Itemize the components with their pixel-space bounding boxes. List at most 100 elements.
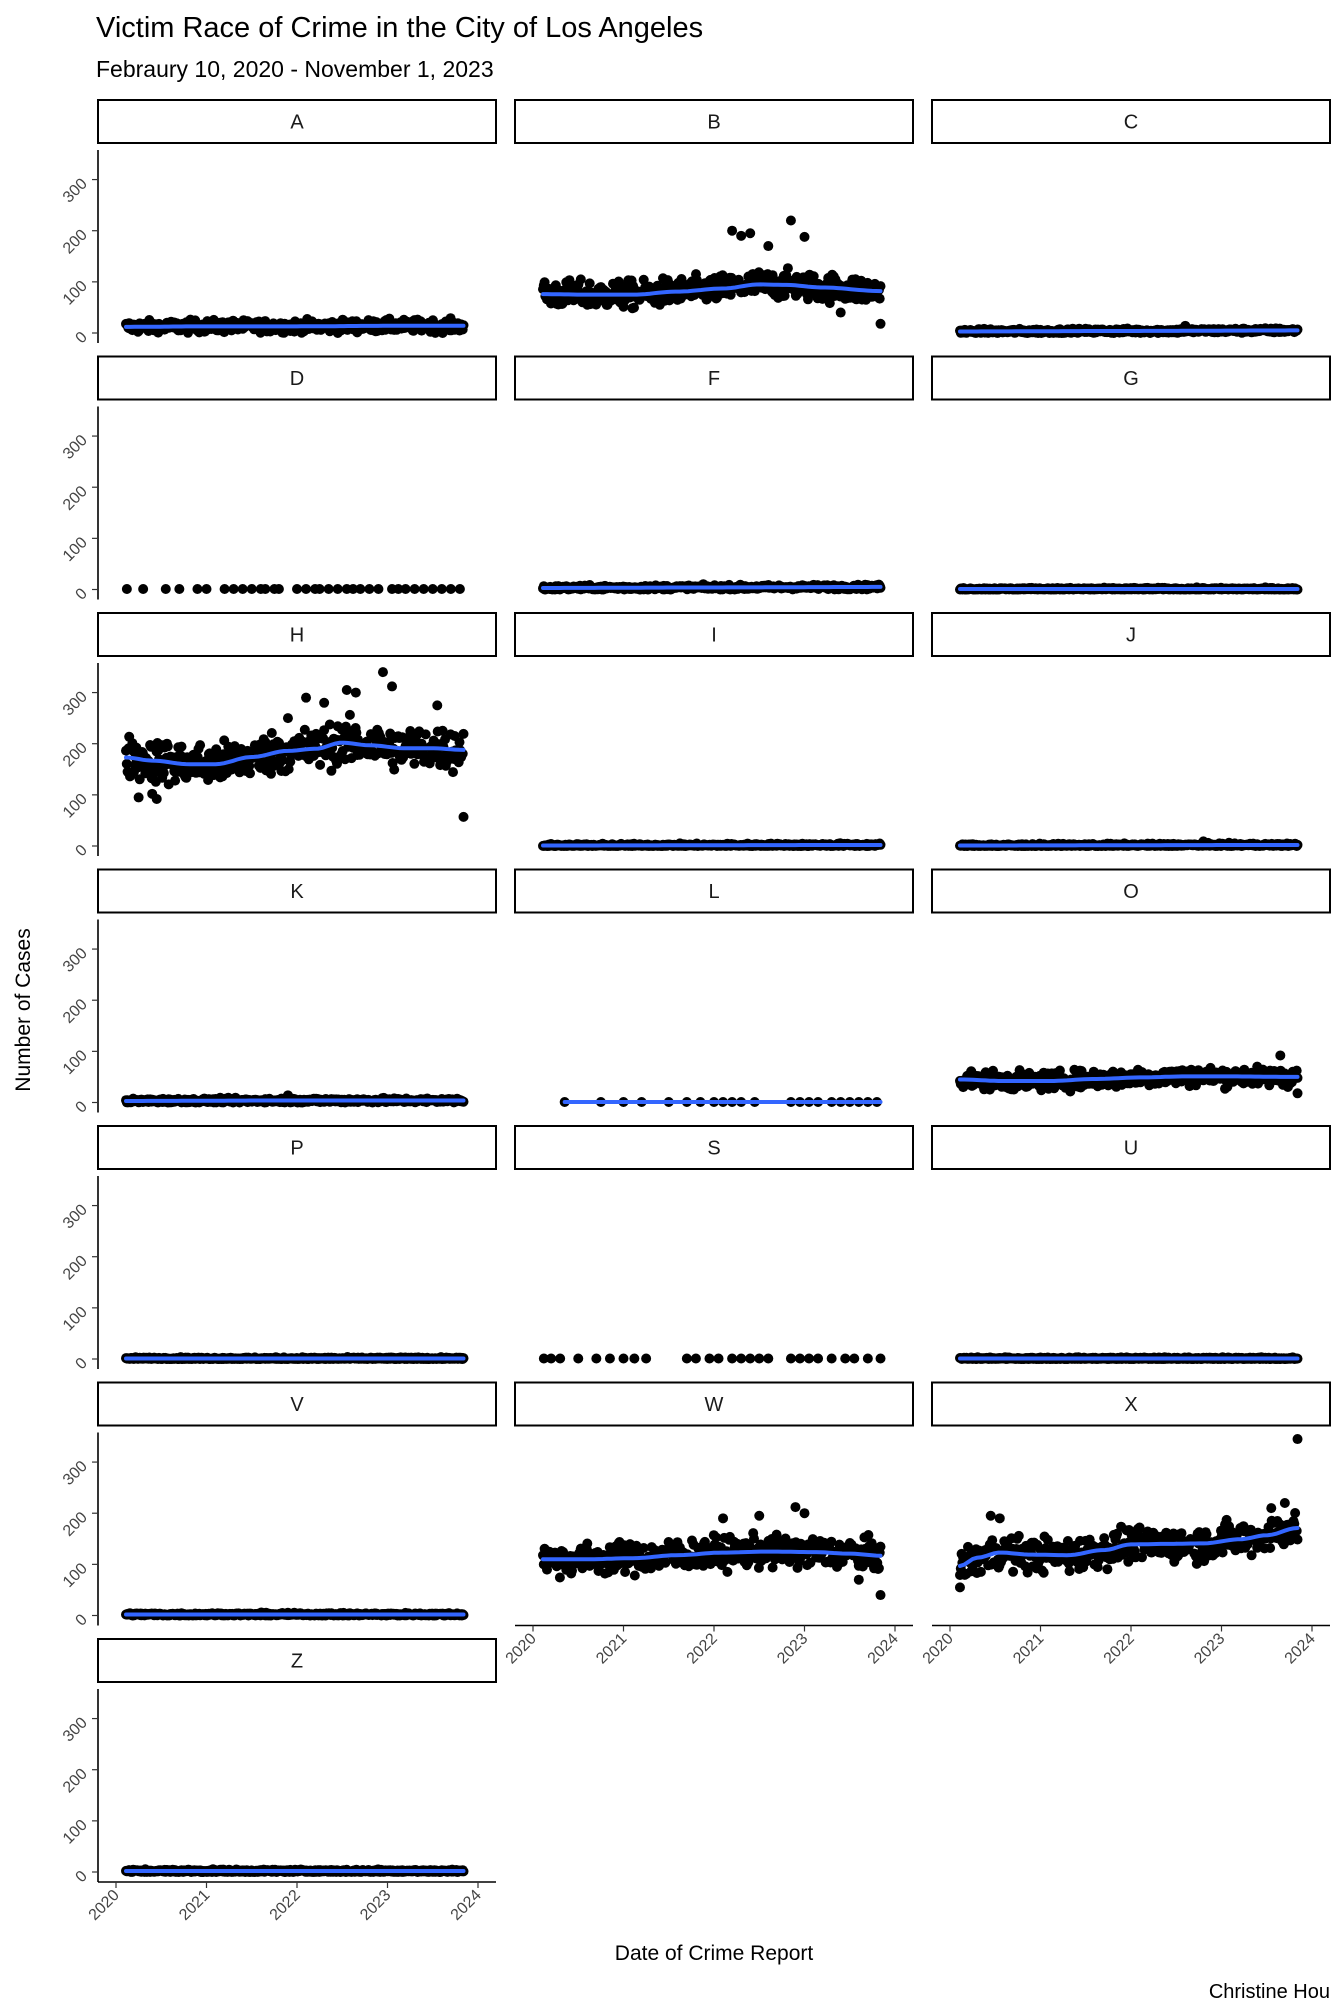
scatter-point-outlier [151,793,162,804]
scatter-point [638,274,649,285]
scatter-point-outlier [319,697,330,708]
scatter-points [538,215,886,329]
y-tick-label: 300 [60,688,91,719]
scatter-point [409,583,420,594]
scatter-point [804,1353,815,1364]
facet-strip-label: F [708,368,720,390]
scatter-point-outlier [785,215,796,226]
scatter-point [575,274,586,285]
y-tick-label: 0 [73,1355,91,1373]
scatter-point [794,1353,805,1364]
y-tick-label: 100 [60,791,91,822]
scatter-point-outlier [387,681,398,692]
facet-panel-f: F [514,355,914,595]
scatter-point [862,1353,873,1364]
scatter-point [292,583,302,594]
y-tick-label: 300 [60,175,91,206]
scatter-point [301,583,312,594]
smooth-trend-line [541,843,883,848]
facet-strip [931,99,1331,144]
smooth-trend-line [958,843,1300,848]
scatter-point [260,583,271,594]
scatter-point [315,759,326,770]
scatter-point-outlier [1292,1088,1303,1099]
scatter-point [690,1353,701,1364]
scatter-point [826,1353,837,1364]
scatter-point [813,1353,824,1364]
scatter-point [849,1353,860,1364]
y-tick-label: 100 [60,534,91,565]
scatter-point-outlier [736,230,747,241]
scatter-point [618,1353,629,1364]
y-tick-label: 200 [60,1252,91,1283]
facet-panel-j: J [931,612,1331,851]
scatter-point [364,583,375,594]
scatter-point [237,583,248,594]
y-tick-label: 300 [60,432,91,463]
scatter-point [584,278,595,289]
scatter-point [427,583,438,594]
y-tick-label: 0 [73,842,91,860]
facet-strip-label: K [290,881,304,903]
scatter-point [373,583,384,594]
scatter-points [538,1353,886,1364]
smooth-trend-line [958,328,1300,334]
y-tick-label: 200 [60,739,91,770]
scatter-point [176,741,187,752]
scatter-point [808,271,819,282]
scatter-point [344,709,355,720]
scatter-point [875,281,886,292]
scatter-point-outlier [727,225,738,236]
scatter-point [121,583,132,594]
scatter-point [704,1353,715,1364]
scatter-point-outlier [745,228,756,239]
scatter-point [604,1353,615,1364]
scatter-point-outlier [432,700,443,711]
smooth-trend-line [124,1098,466,1103]
scatter-points [121,667,469,822]
scatter-point [824,298,835,309]
facet-panel-o: O [931,868,1331,1099]
y-tick-label: 0 [73,329,91,347]
scatter-point-outlier [875,318,886,329]
facet-strip [514,99,914,144]
facet-strip-label: D [290,368,304,390]
y-tick-label: 0 [73,585,91,603]
scatter-point-outlier [835,307,846,318]
scatter-point [745,1353,756,1364]
scatter-point-outlier [133,792,144,803]
facet-panel-u: U [931,1125,1331,1364]
scatter-point [195,740,206,751]
y-tick-label: 100 [60,1047,91,1078]
facet-panel-c: C [931,99,1331,338]
scatter-point [420,729,431,740]
scatter-point [641,1353,652,1364]
facet-panel-d: D 0 100 200 300 [60,355,497,604]
scatter-point [629,302,639,313]
facet-panel-i: I [514,612,914,851]
scatter-point [782,263,793,274]
scatter-point-outlier [763,241,774,252]
y-tick-label: 200 [60,226,91,257]
y-tick-label: 200 [60,483,91,514]
facet-panel-b: B [514,99,914,329]
facet-panel-s: S [514,1125,914,1364]
facet-strip-label: C [1124,112,1138,134]
scatter-point [160,583,171,594]
y-tick-label: 100 [60,278,91,309]
scatter-point [573,1353,584,1364]
facet-strip-label: A [290,112,304,134]
facet-strip-label: J [1126,625,1136,647]
scatter-point [219,583,230,594]
scatter-point [266,728,277,738]
scatter-point [713,1353,724,1364]
chart-subtitle: Febraury 10, 2020 - November 1, 2023 [96,56,494,82]
scatter-point [418,583,429,594]
facet-strip-label: B [707,112,720,134]
y-tick-label: 300 [60,945,91,976]
scatter-point [228,583,239,594]
facet-strip-label: U [1124,1138,1138,1160]
